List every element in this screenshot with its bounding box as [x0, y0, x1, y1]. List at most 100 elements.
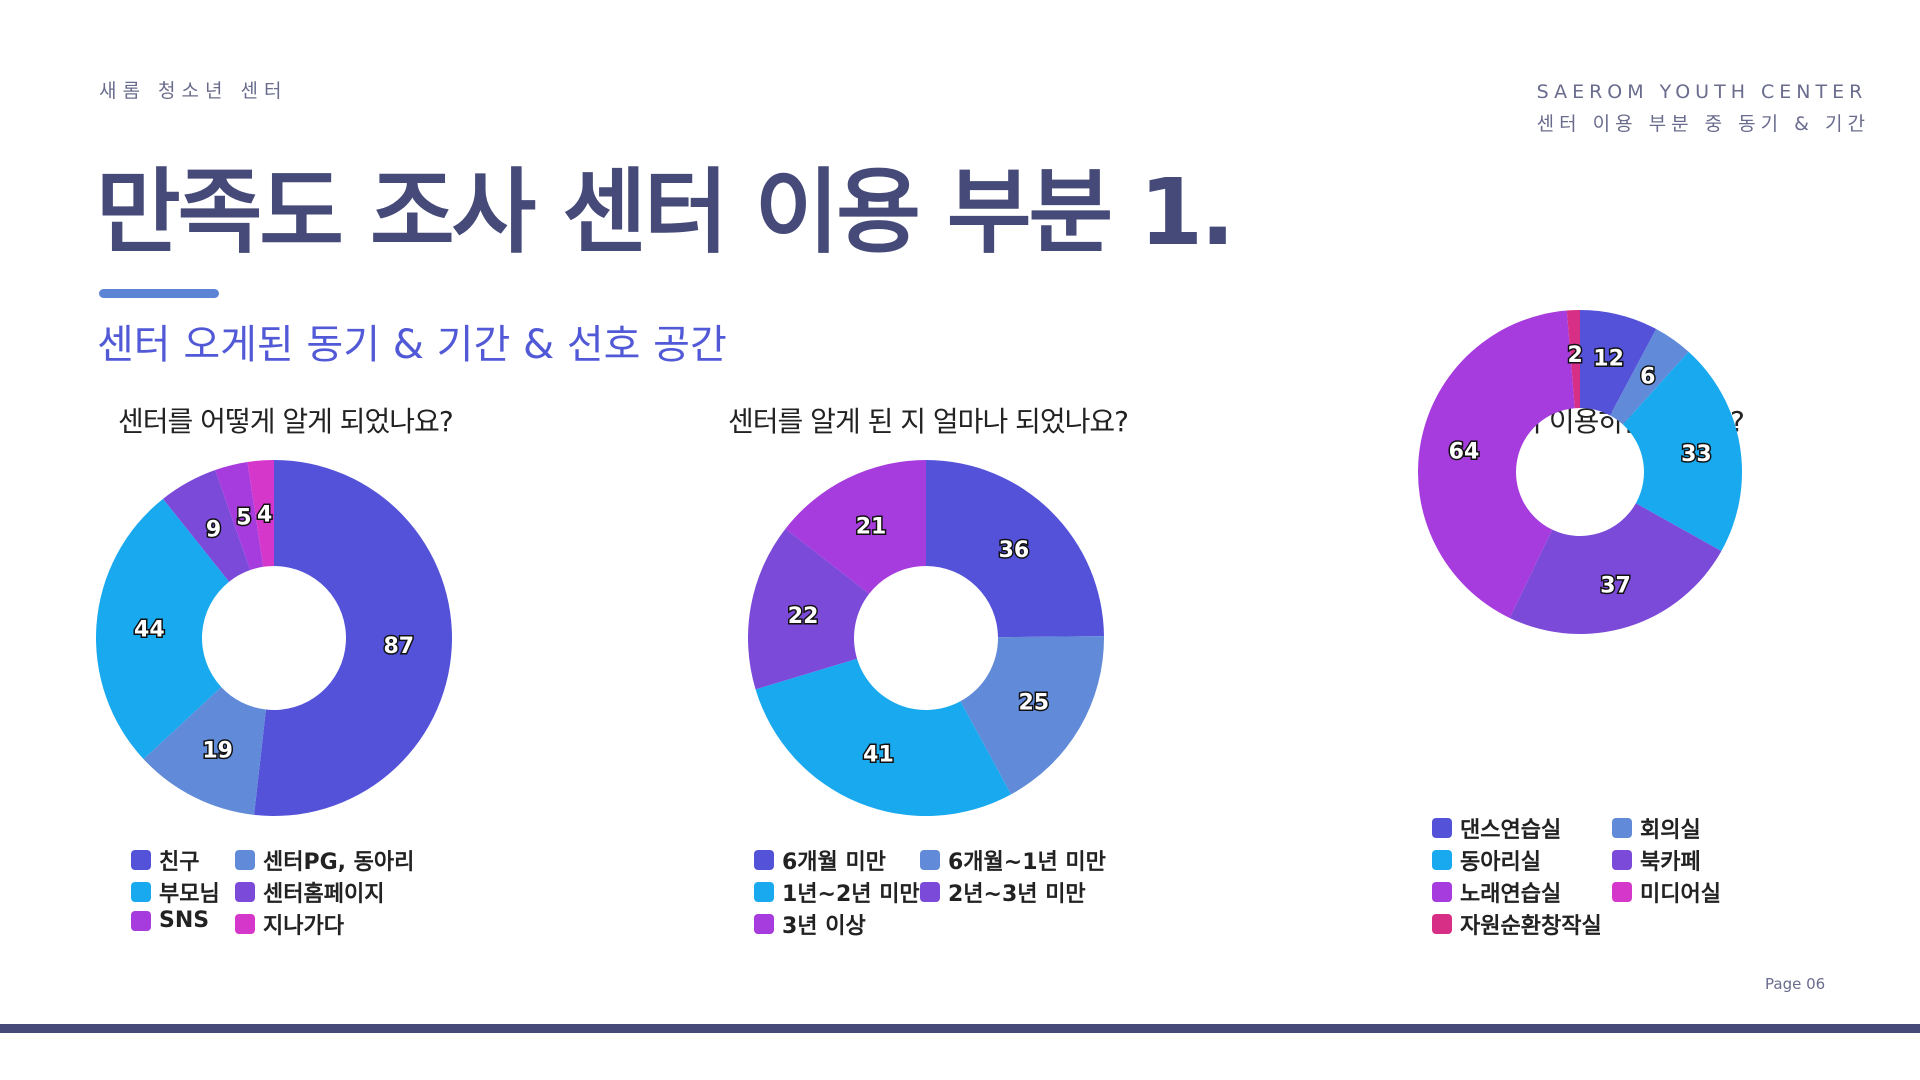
legend-swatch: [1432, 818, 1452, 838]
data-label-5: 64: [1449, 439, 1480, 464]
slice-5: [215, 461, 264, 571]
legend-label: 2년~3년 미만: [948, 882, 1086, 907]
section-caption: 센터 이용 부분 중 동기 & 기간: [1536, 113, 1870, 135]
legend-label: 6개월 미만: [782, 850, 886, 875]
header-right: SAEROM YOUTH CENTER 센터 이용 부분 중 동기 & 기간: [1537, 76, 1870, 140]
legend-label: 노래연습실: [1460, 882, 1562, 907]
legend-item: 3년 이상: [754, 908, 866, 940]
legend-label: 부모님: [159, 882, 220, 907]
data-label-3: 33: [1681, 442, 1712, 467]
legend-label: 센터PG, 동아리: [263, 850, 415, 875]
data-label-4: 9: [206, 518, 221, 543]
data-label-1: 87: [383, 634, 414, 659]
legend-item: 6개월~1년 미만: [920, 844, 1106, 876]
data-label-1: 36: [999, 538, 1030, 563]
slice-1: [926, 460, 1104, 638]
legend-item: 부모님: [131, 876, 220, 908]
legend-item: 북카페: [1612, 844, 1701, 876]
slice-2: [143, 686, 266, 815]
legend-item: 지나가다: [235, 908, 344, 940]
legend-swatch: [235, 914, 255, 934]
legend-label: 댄스연습실: [1460, 818, 1562, 843]
legend-item: 친구: [131, 844, 199, 876]
legend-item: 센터홈페이지: [235, 876, 384, 908]
slice-1: [1580, 310, 1657, 416]
legend-label: 1년~2년 미만: [782, 882, 920, 907]
slice-3: [755, 658, 1012, 816]
chart-2-donut: 36 25 41 22 21: [748, 460, 1104, 816]
legend-label: 친구: [159, 850, 200, 875]
org-name-korean: 새롬 청소년 센터: [99, 80, 288, 102]
title-accent-bar: [99, 289, 219, 298]
page-subtitle: 센터 오게된 동기 & 기간 & 선호 공간: [97, 322, 727, 368]
data-label-3: 44: [134, 618, 165, 643]
legend-swatch: [235, 882, 255, 902]
legend-item: 회의실: [1612, 812, 1701, 844]
legend-label: 미디어실: [1640, 882, 1721, 907]
legend-swatch: [235, 850, 255, 870]
legend-swatch: [920, 882, 940, 902]
data-label-1: 12: [1593, 347, 1624, 372]
legend-label: 3년 이상: [782, 914, 866, 939]
legend-label: 북카페: [1640, 850, 1701, 875]
legend-item: 동아리실: [1432, 844, 1541, 876]
slice-2: [960, 636, 1104, 795]
legend-item: 센터PG, 동아리: [235, 844, 414, 876]
legend-item: 6개월 미만: [754, 844, 886, 876]
page-title: 만족도 조사 센터 이용 부분 1.: [96, 159, 1235, 266]
data-label-4: 22: [788, 604, 819, 629]
legend-item: 미디어실: [1612, 876, 1721, 908]
legend-label: 동아리실: [1460, 850, 1541, 875]
legend-swatch: [1612, 818, 1632, 838]
data-label-7: 2: [1568, 343, 1583, 368]
slice-5: [785, 460, 926, 594]
legend-swatch: [1612, 882, 1632, 902]
legend-label: 센터홈페이지: [263, 882, 385, 907]
data-label-6: 4: [257, 502, 272, 527]
chart-3-donut: 12 6 33 37 64 2: [1418, 310, 1742, 634]
legend-item: 노래연습실: [1432, 876, 1561, 908]
page-number: Page 06: [1765, 975, 1826, 993]
legend-swatch: [1432, 914, 1452, 934]
legend-item: 자원순환창작실: [1432, 908, 1602, 940]
legend-swatch: [754, 914, 774, 934]
chart-1-title: 센터를 어떻게 알게 되었나요?: [118, 405, 454, 438]
legend-item: SNS: [131, 908, 209, 933]
bottom-rule: [0, 1024, 1920, 1033]
legend-swatch: [1432, 850, 1452, 870]
legend-label: 6개월~1년 미만: [948, 850, 1106, 875]
slice-3: [96, 498, 230, 760]
org-name-english: SAEROM YOUTH CENTER: [1536, 81, 1868, 103]
legend-swatch: [131, 910, 151, 931]
data-label-2: 25: [1018, 690, 1049, 715]
slice-4: [163, 469, 251, 582]
legend-swatch: [920, 850, 940, 870]
legend-label: 지나가다: [263, 914, 344, 939]
data-label-2: 6: [1640, 364, 1655, 389]
data-label-2: 19: [202, 739, 233, 764]
slice-4: [748, 528, 870, 690]
data-label-5: 21: [856, 515, 887, 540]
legend-label: SNS: [159, 908, 210, 933]
legend-swatch: [1612, 850, 1632, 870]
slice-2: [1610, 329, 1689, 425]
legend-label: 회의실: [1640, 818, 1701, 843]
legend-swatch: [131, 850, 151, 870]
slice-6: [247, 460, 274, 567]
slice-3: [1622, 351, 1742, 552]
slice-5: [1418, 310, 1575, 618]
chart-2-title: 센터를 알게 된 지 얼마나 되었나요?: [728, 405, 1129, 438]
legend-item: 댄스연습실: [1432, 812, 1561, 844]
data-label-3: 41: [863, 743, 894, 768]
legend-swatch: [754, 850, 774, 870]
legend-label: 자원순환창작실: [1460, 914, 1602, 939]
legend-item: 1년~2년 미만: [754, 876, 920, 908]
legend-swatch: [1432, 882, 1452, 902]
slice-7: [1566, 310, 1580, 409]
data-label-4: 37: [1600, 574, 1631, 599]
slice-4: [1509, 503, 1722, 634]
slice-1: [254, 460, 452, 816]
legend-item: 2년~3년 미만: [920, 876, 1086, 908]
legend-swatch: [754, 882, 774, 902]
chart-1-donut: 87 19 44 9 5 4: [96, 460, 452, 816]
